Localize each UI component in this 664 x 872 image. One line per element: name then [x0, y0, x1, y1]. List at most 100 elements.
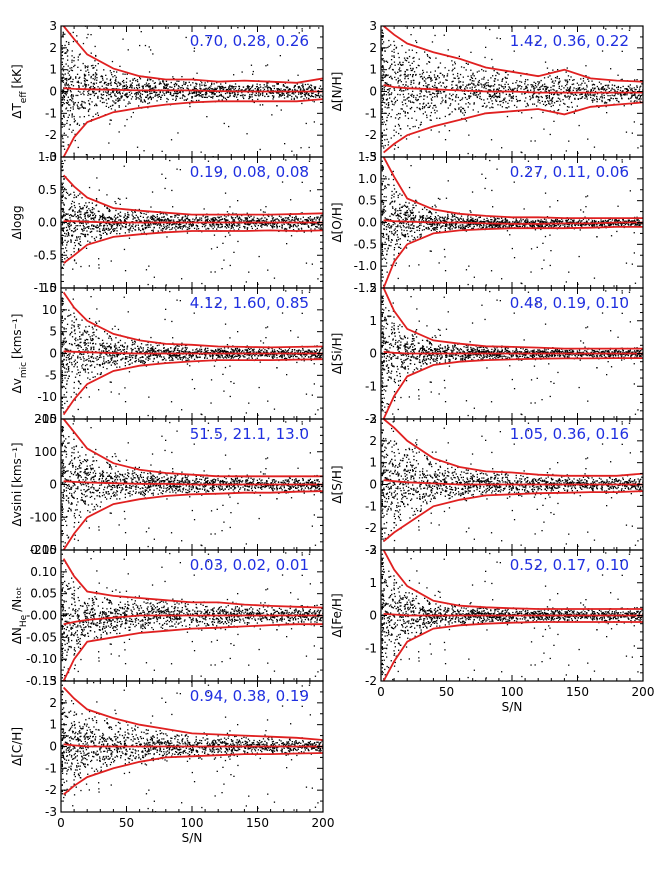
data-point — [106, 456, 108, 458]
data-point — [129, 86, 132, 88]
data-point — [225, 223, 228, 225]
data-point — [107, 462, 109, 464]
data-point — [89, 342, 91, 344]
data-point — [272, 220, 275, 222]
data-point — [78, 327, 80, 329]
data-point — [73, 259, 76, 261]
data-point — [209, 87, 211, 89]
data-point — [161, 219, 163, 221]
data-point — [111, 220, 114, 222]
data-point — [160, 220, 163, 222]
data-point — [146, 91, 148, 93]
data-point — [224, 97, 227, 99]
data-point — [166, 97, 168, 100]
data-point — [61, 110, 63, 112]
data-point — [153, 91, 155, 93]
data-point — [163, 347, 165, 349]
data-point — [128, 231, 130, 233]
data-point — [293, 85, 296, 87]
data-point — [284, 89, 286, 91]
data-point — [246, 349, 249, 352]
data-point — [99, 343, 101, 345]
data-point — [75, 196, 78, 198]
data-point — [132, 348, 134, 351]
data-point — [195, 349, 197, 351]
data-point — [159, 81, 161, 83]
data-point — [175, 356, 177, 358]
data-point — [66, 218, 68, 221]
data-point — [244, 481, 247, 483]
data-point — [259, 94, 261, 96]
data-point — [185, 226, 187, 228]
data-point — [67, 368, 70, 371]
data-point — [76, 123, 78, 125]
data-point — [103, 350, 105, 353]
data-point — [181, 350, 183, 353]
data-point — [80, 217, 82, 219]
data-point — [241, 476, 243, 479]
data-point — [93, 361, 95, 363]
data-point — [229, 395, 231, 398]
data-point — [67, 225, 69, 227]
data-point — [76, 228, 78, 230]
data-point — [164, 349, 166, 351]
data-point — [228, 232, 230, 234]
data-point — [271, 226, 273, 228]
data-point — [142, 360, 144, 362]
data-point — [131, 230, 133, 232]
data-point — [182, 350, 184, 353]
data-point — [203, 351, 205, 354]
data-point — [74, 244, 76, 247]
data-point — [108, 362, 110, 364]
data-point — [147, 359, 149, 361]
data-point — [160, 96, 162, 99]
data-point — [123, 351, 126, 353]
data-point — [70, 107, 72, 109]
data-point — [91, 225, 93, 227]
data-point — [64, 78, 66, 81]
data-point — [232, 220, 234, 222]
data-point — [228, 224, 231, 226]
data-point — [77, 249, 80, 251]
data-point — [307, 226, 310, 228]
data-point — [260, 86, 262, 88]
data-point — [71, 324, 73, 326]
data-point — [168, 224, 170, 226]
data-point — [176, 220, 178, 223]
data-point — [83, 329, 86, 332]
data-point — [227, 96, 230, 98]
data-point — [231, 349, 233, 351]
data-point — [246, 227, 249, 229]
data-point — [182, 219, 184, 222]
data-point — [280, 348, 282, 350]
data-point — [108, 208, 111, 211]
data-point — [87, 66, 89, 69]
data-point — [205, 87, 207, 89]
data-point — [143, 231, 145, 233]
data-point — [145, 82, 148, 84]
data-point — [84, 216, 86, 218]
data-point — [300, 88, 302, 90]
data-point — [80, 104, 82, 106]
data-point — [191, 224, 193, 226]
data-point — [79, 241, 81, 243]
data-point — [68, 370, 70, 372]
data-point — [78, 203, 80, 205]
data-point — [107, 97, 110, 100]
data-point — [107, 227, 109, 229]
data-point — [65, 387, 67, 390]
data-point — [218, 348, 221, 350]
data-point — [265, 327, 267, 329]
data-point — [163, 86, 165, 88]
data-point — [227, 351, 229, 353]
data-point — [185, 99, 187, 101]
data-point — [154, 351, 156, 353]
data-point — [202, 215, 204, 217]
data-point — [132, 79, 134, 81]
data-point — [294, 91, 296, 94]
data-point — [184, 355, 186, 357]
data-point — [200, 151, 202, 153]
data-point — [188, 91, 191, 93]
data-point — [189, 354, 191, 356]
data-point — [261, 217, 263, 219]
